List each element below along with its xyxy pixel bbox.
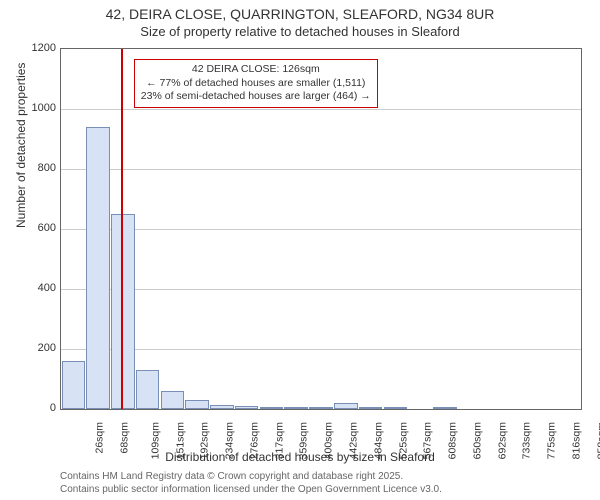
x-tick-label: 400sqm: [323, 422, 335, 459]
histogram-bar: [384, 407, 408, 409]
histogram-bar: [111, 214, 135, 409]
histogram-bar: [284, 407, 308, 409]
y-tick-label: 400: [38, 282, 56, 294]
histogram-bar: [359, 407, 383, 409]
gridline: [61, 289, 581, 290]
gridline: [61, 229, 581, 230]
y-tick-label: 600: [38, 222, 56, 234]
chart-subtitle: Size of property relative to detached ho…: [0, 24, 600, 39]
histogram-bar: [210, 405, 234, 410]
footer-line1: Contains HM Land Registry data © Crown c…: [60, 470, 442, 483]
x-tick-label: 567sqm: [422, 422, 434, 459]
histogram-bar: [185, 400, 209, 409]
x-tick-label: 109sqm: [149, 422, 161, 459]
annotation-line: ← 77% of detached houses are smaller (1,…: [141, 77, 371, 91]
x-tick-label: 650sqm: [471, 422, 483, 459]
y-tick-label: 1000: [32, 102, 56, 114]
x-tick-label: 484sqm: [372, 422, 384, 459]
histogram-bar: [334, 403, 358, 409]
x-tick-label: 733sqm: [521, 422, 533, 459]
annotation-line: 42 DEIRA CLOSE: 126sqm: [141, 63, 371, 77]
y-axis-label: Number of detached properties: [14, 63, 28, 228]
x-tick-label: 68sqm: [119, 422, 131, 454]
histogram-bar: [309, 407, 333, 409]
x-tick-label: 692sqm: [496, 422, 508, 459]
histogram-bar: [136, 370, 160, 409]
histogram-bar: [86, 127, 110, 409]
y-tick-label: 1200: [32, 42, 56, 54]
gridline: [61, 169, 581, 170]
x-tick-label: 775sqm: [545, 422, 557, 459]
plot-area: 42 DEIRA CLOSE: 126sqm← 77% of detached …: [60, 48, 582, 410]
footer-attribution: Contains HM Land Registry data © Crown c…: [60, 470, 442, 496]
footer-line2: Contains public sector information licen…: [60, 483, 442, 496]
x-tick-label: 26sqm: [94, 422, 106, 454]
x-tick-label: 525sqm: [397, 422, 409, 459]
chart-container: 42, DEIRA CLOSE, QUARRINGTON, SLEAFORD, …: [0, 0, 600, 500]
x-tick-label: 151sqm: [174, 422, 186, 459]
x-tick-label: 234sqm: [224, 422, 236, 459]
x-tick-label: 608sqm: [446, 422, 458, 459]
histogram-bar: [62, 361, 86, 409]
y-tick-label: 0: [50, 402, 56, 414]
y-tick-label: 200: [38, 342, 56, 354]
gridline: [61, 349, 581, 350]
annotation-box: 42 DEIRA CLOSE: 126sqm← 77% of detached …: [134, 59, 378, 108]
y-tick-label: 800: [38, 162, 56, 174]
x-tick-label: 276sqm: [248, 422, 260, 459]
histogram-bar: [260, 407, 284, 409]
reference-line: [121, 49, 123, 409]
x-tick-label: 816sqm: [570, 422, 582, 459]
gridline: [61, 109, 581, 110]
x-tick-label: 192sqm: [199, 422, 211, 459]
annotation-line: 23% of semi-detached houses are larger (…: [141, 90, 371, 104]
x-tick-label: 317sqm: [273, 422, 285, 459]
x-tick-label: 359sqm: [298, 422, 310, 459]
histogram-bar: [161, 391, 185, 409]
histogram-bar: [235, 406, 259, 409]
x-tick-label: 442sqm: [347, 422, 359, 459]
x-tick-label: 858sqm: [595, 422, 600, 459]
histogram-bar: [433, 407, 457, 409]
chart-title: 42, DEIRA CLOSE, QUARRINGTON, SLEAFORD, …: [0, 6, 600, 22]
